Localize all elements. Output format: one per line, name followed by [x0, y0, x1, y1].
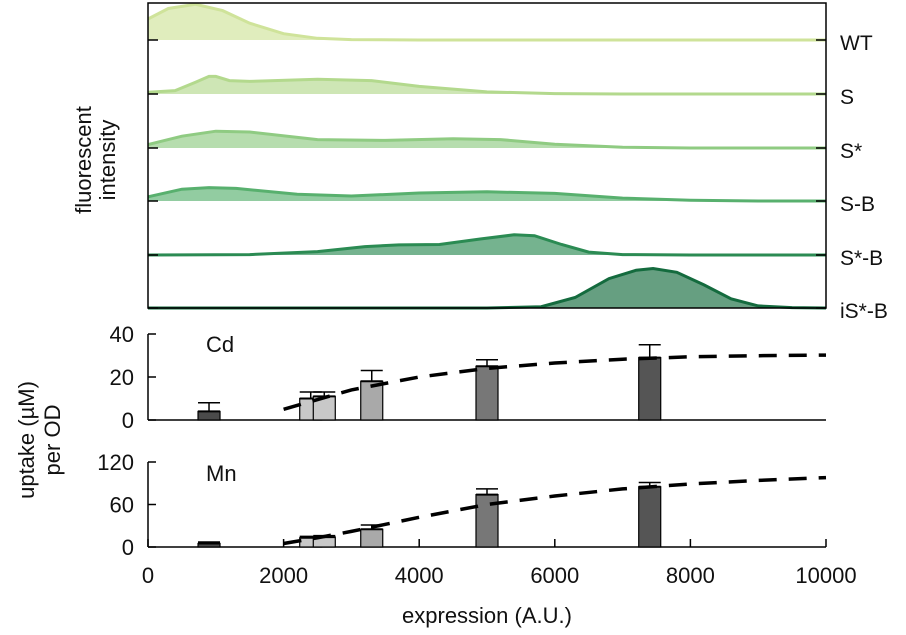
uptake-y-label-line: uptake (µM) — [14, 381, 39, 499]
fit-curve — [283, 475, 827, 546]
fluorescence-histogram-panel: WT S S* S-B S*-B iS*-B fluorescentintensity — [71, 2, 888, 323]
x-axis-title: expression (A.U.) — [402, 603, 572, 628]
x-tick-label: 0 — [142, 563, 154, 588]
panel-title: Cd — [206, 332, 234, 357]
uptake-bar — [638, 357, 662, 421]
fit-curve — [283, 353, 827, 411]
histogram-series-label: S — [840, 86, 854, 109]
y-tick-label: 120 — [97, 450, 134, 475]
uptake-y-label: uptake (µM)per OD — [14, 381, 65, 499]
x-tick-label: 10000 — [795, 563, 856, 588]
x-tick-label: 4000 — [395, 563, 444, 588]
uptake-bar — [360, 528, 384, 548]
uptake-bar — [638, 486, 662, 548]
x-tick-label: 6000 — [530, 563, 579, 588]
y-tick-label: 40 — [110, 322, 134, 347]
y-tick-label: 60 — [110, 493, 134, 518]
x-tick-label: 2000 — [259, 563, 308, 588]
panel-title: Mn — [206, 461, 237, 486]
y-tick-label: 20 — [110, 365, 134, 390]
histogram-fill-is-b — [148, 268, 826, 308]
y-tick-label: 0 — [122, 535, 134, 560]
uptake-y-label-line: per OD — [40, 405, 65, 476]
histogram-line-is-b — [148, 266, 827, 310]
x-tick-label: 8000 — [666, 563, 715, 588]
cd-uptake-panel: 0 20 40 Cd — [110, 322, 827, 433]
histogram-line-s-b — [147, 186, 826, 203]
histogram-y-label: fluorescentintensity — [71, 106, 120, 214]
histogram-y-label-line: intensity — [95, 120, 120, 201]
uptake-bar — [475, 365, 499, 421]
histogram-series-label: S* — [840, 140, 862, 163]
histogram-line-s-b — [147, 233, 826, 257]
mn-uptake-panel: 0 60 120 Mn — [97, 450, 827, 560]
histogram-fill-s-b — [148, 234, 826, 255]
uptake-bar — [197, 410, 221, 421]
histogram-line-wt — [147, 2, 826, 42]
histogram-series-label: WT — [840, 32, 873, 55]
histogram-series-label: S*-B — [840, 247, 883, 270]
histogram-line-s — [147, 129, 826, 150]
histogram-series-label: iS*-B — [840, 300, 888, 323]
histogram-y-label-line: fluorescent — [71, 106, 96, 214]
histogram-fill-wt — [148, 4, 826, 41]
histogram-fill-s-b — [148, 187, 826, 201]
histogram-series-label: S-B — [840, 193, 875, 216]
histogram-line-s — [147, 74, 826, 96]
histogram-frame — [147, 2, 827, 309]
y-tick-label: 0 — [122, 408, 134, 433]
